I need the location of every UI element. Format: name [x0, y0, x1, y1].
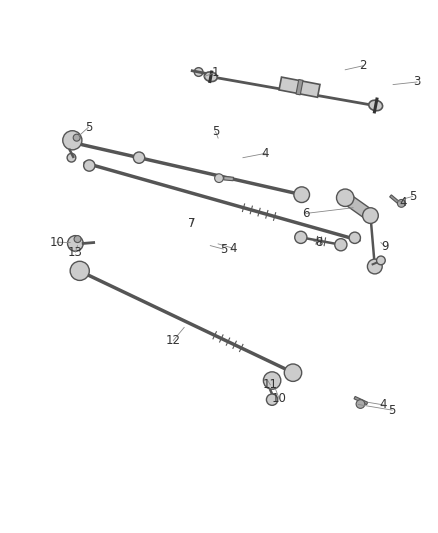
- Text: 4: 4: [229, 242, 237, 255]
- Circle shape: [335, 239, 347, 251]
- Text: 13: 13: [68, 246, 83, 259]
- Circle shape: [63, 131, 82, 150]
- Text: 3: 3: [413, 76, 421, 88]
- Circle shape: [363, 208, 378, 223]
- Text: 5: 5: [212, 125, 219, 138]
- Polygon shape: [390, 195, 400, 204]
- Circle shape: [70, 261, 89, 280]
- Polygon shape: [346, 196, 370, 217]
- Circle shape: [263, 372, 281, 389]
- Text: 4: 4: [380, 398, 387, 411]
- Circle shape: [367, 259, 382, 274]
- Polygon shape: [279, 77, 320, 98]
- Text: 5: 5: [389, 403, 396, 417]
- Text: 10: 10: [49, 236, 64, 248]
- Text: 5: 5: [220, 243, 227, 256]
- Circle shape: [84, 160, 95, 171]
- Circle shape: [377, 256, 385, 265]
- Circle shape: [73, 134, 80, 141]
- Text: 4: 4: [262, 147, 269, 160]
- Circle shape: [74, 236, 81, 243]
- Ellipse shape: [204, 72, 217, 82]
- Text: 8: 8: [315, 236, 323, 248]
- Text: 7: 7: [188, 217, 195, 230]
- Circle shape: [294, 187, 310, 203]
- Circle shape: [67, 236, 83, 251]
- Polygon shape: [296, 79, 303, 95]
- Text: 4: 4: [399, 196, 407, 208]
- Text: 5: 5: [409, 190, 417, 203]
- Circle shape: [295, 231, 307, 244]
- Circle shape: [356, 400, 365, 408]
- Circle shape: [397, 199, 405, 207]
- Circle shape: [349, 232, 360, 244]
- Circle shape: [215, 174, 223, 182]
- Circle shape: [336, 189, 354, 206]
- Circle shape: [284, 364, 302, 382]
- Circle shape: [67, 154, 76, 162]
- Circle shape: [134, 152, 145, 163]
- Circle shape: [194, 68, 203, 76]
- Text: 11: 11: [263, 378, 278, 391]
- Text: 12: 12: [166, 334, 181, 347]
- Text: 6: 6: [302, 207, 310, 220]
- Text: 9: 9: [381, 240, 389, 253]
- Polygon shape: [354, 397, 368, 405]
- Polygon shape: [224, 176, 233, 181]
- Circle shape: [266, 394, 278, 405]
- Text: 10: 10: [272, 392, 286, 405]
- Text: 1: 1: [212, 66, 219, 79]
- Text: 5: 5: [85, 121, 92, 134]
- Text: 2: 2: [359, 59, 366, 72]
- Ellipse shape: [369, 100, 382, 111]
